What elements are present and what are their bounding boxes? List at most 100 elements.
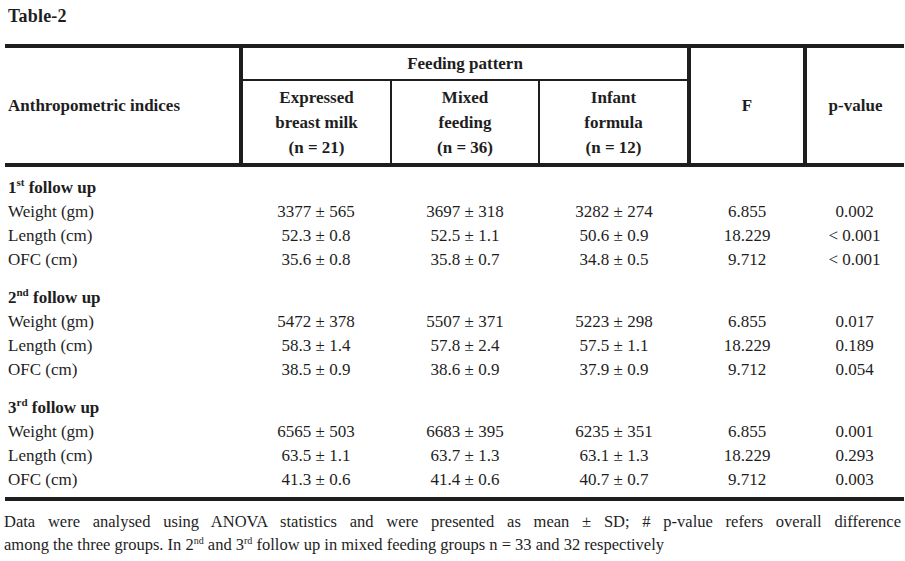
table-row: Length (cm) 52.3 ± 0.8 52.5 ± 1.1 50.6 ±… <box>5 224 904 248</box>
value-p: < 0.001 <box>805 248 904 272</box>
footnote-ordinal: nd <box>194 535 204 546</box>
value-mixed: 3697 ± 318 <box>391 200 539 224</box>
value-ebm: 5472 ± 378 <box>241 310 391 334</box>
value-f: 6.855 <box>689 200 805 224</box>
table-row: OFC (cm) 38.5 ± 0.9 38.6 ± 0.9 37.9 ± 0.… <box>5 358 904 382</box>
row-label: Weight (gm) <box>5 200 241 224</box>
anthropometric-table: Anthropometric indices Feeding pattern F… <box>5 44 904 501</box>
section-title: 3rd follow up <box>5 382 904 420</box>
value-mixed: 41.4 ± 0.6 <box>391 468 539 499</box>
row-label: Weight (gm) <box>5 310 241 334</box>
column-header-n-count: (n = 21) <box>243 135 390 160</box>
value-ebm: 3377 ± 565 <box>241 200 391 224</box>
section-first-follow-up: 1st follow up Weight (gm) 3377 ± 565 369… <box>5 165 904 272</box>
value-f: 9.712 <box>689 358 805 382</box>
section-title-text: follow up <box>24 178 96 197</box>
section-header-row: 3rd follow up <box>5 382 904 420</box>
value-ebm: 52.3 ± 0.8 <box>241 224 391 248</box>
row-label: OFC (cm) <box>5 248 241 272</box>
footnote-text: follow up in mixed feeding groups n = 33… <box>252 535 664 554</box>
page: Table-2 Anthropometric indices Feeding p… <box>0 6 905 561</box>
value-ebm: 41.3 ± 0.6 <box>241 468 391 499</box>
value-f: 18.229 <box>689 444 805 468</box>
value-p: 0.189 <box>805 334 904 358</box>
section-number: 2 <box>8 288 17 307</box>
column-header-line: breast milk <box>243 110 390 135</box>
value-formula: 40.7 ± 0.7 <box>539 468 689 499</box>
table-row: Length (cm) 63.5 ± 1.1 63.7 ± 1.3 63.1 ±… <box>5 444 904 468</box>
value-mixed: 63.7 ± 1.3 <box>391 444 539 468</box>
column-header-n-count: (n = 12) <box>540 135 687 160</box>
row-label: Length (cm) <box>5 334 241 358</box>
value-mixed: 5507 ± 371 <box>391 310 539 334</box>
section-title-text: follow up <box>28 398 100 417</box>
column-header-line: feeding <box>392 110 538 135</box>
row-label: Length (cm) <box>5 224 241 248</box>
footnote-line-2: among the three groups. In 2nd and 3rd f… <box>4 533 901 556</box>
value-formula: 50.6 ± 0.9 <box>539 224 689 248</box>
value-f: 18.229 <box>689 224 805 248</box>
column-header-line: Mixed <box>392 85 538 110</box>
column-group-header-feeding-pattern: Feeding pattern <box>241 46 689 80</box>
column-header-n-count: (n = 36) <box>392 135 538 160</box>
column-header-anthropometric-indices: Anthropometric indices <box>5 46 241 165</box>
value-mixed: 38.6 ± 0.9 <box>391 358 539 382</box>
value-mixed: 57.8 ± 2.4 <box>391 334 539 358</box>
section-header-row: 2nd follow up <box>5 272 904 310</box>
value-p: 0.003 <box>805 468 904 499</box>
value-formula: 57.5 ± 1.1 <box>539 334 689 358</box>
table-row: Weight (gm) 3377 ± 565 3697 ± 318 3282 ±… <box>5 200 904 224</box>
row-label: Weight (gm) <box>5 420 241 444</box>
column-header-line: Infant <box>540 85 687 110</box>
column-header-f: F <box>689 46 805 165</box>
value-p: 0.017 <box>805 310 904 334</box>
value-f: 6.855 <box>689 310 805 334</box>
section-ordinal: nd <box>17 286 29 298</box>
table-footnote: Data were analysed using ANOVA statistic… <box>4 510 901 556</box>
value-p: 0.293 <box>805 444 904 468</box>
value-f: 9.712 <box>689 248 805 272</box>
value-ebm: 58.3 ± 1.4 <box>241 334 391 358</box>
row-label: OFC (cm) <box>5 358 241 382</box>
value-f: 18.229 <box>689 334 805 358</box>
value-ebm: 63.5 ± 1.1 <box>241 444 391 468</box>
table-row: OFC (cm) 35.6 ± 0.8 35.8 ± 0.7 34.8 ± 0.… <box>5 248 904 272</box>
value-f: 6.855 <box>689 420 805 444</box>
section-third-follow-up: 3rd follow up Weight (gm) 6565 ± 503 668… <box>5 382 904 499</box>
section-number: 3 <box>8 398 17 417</box>
section-number: 1 <box>8 178 17 197</box>
table-row: Weight (gm) 5472 ± 378 5507 ± 371 5223 ±… <box>5 310 904 334</box>
column-header-mixed-feeding: Mixed feeding (n = 36) <box>391 80 539 165</box>
value-ebm: 38.5 ± 0.9 <box>241 358 391 382</box>
table-header: Anthropometric indices Feeding pattern F… <box>5 46 904 165</box>
value-p: 0.001 <box>805 420 904 444</box>
section-title: 1st follow up <box>5 165 904 200</box>
value-formula: 3282 ± 274 <box>539 200 689 224</box>
footnote-line-1: Data were analysed using ANOVA statistic… <box>4 510 901 533</box>
column-header-infant-formula: Infant formula (n = 12) <box>539 80 689 165</box>
value-formula: 37.9 ± 0.9 <box>539 358 689 382</box>
table-row: Weight (gm) 6565 ± 503 6683 ± 395 6235 ±… <box>5 420 904 444</box>
column-header-line: formula <box>540 110 687 135</box>
value-ebm: 35.6 ± 0.8 <box>241 248 391 272</box>
row-label: Length (cm) <box>5 444 241 468</box>
column-header-expressed-breast-milk: Expressed breast milk (n = 21) <box>241 80 391 165</box>
column-header-p-value: p-value <box>805 46 904 165</box>
section-ordinal: rd <box>17 396 28 408</box>
value-ebm: 6565 ± 503 <box>241 420 391 444</box>
value-f: 9.712 <box>689 468 805 499</box>
footnote-text: and 3 <box>204 535 244 554</box>
section-second-follow-up: 2nd follow up Weight (gm) 5472 ± 378 550… <box>5 272 904 382</box>
value-p: 0.054 <box>805 358 904 382</box>
table-row: OFC (cm) 41.3 ± 0.6 41.4 ± 0.6 40.7 ± 0.… <box>5 468 904 499</box>
row-label: OFC (cm) <box>5 468 241 499</box>
value-p: < 0.001 <box>805 224 904 248</box>
column-header-line: Expressed <box>243 85 390 110</box>
value-mixed: 35.8 ± 0.7 <box>391 248 539 272</box>
footnote-text: among the three groups. In 2 <box>4 535 194 554</box>
section-header-row: 1st follow up <box>5 165 904 200</box>
section-title: 2nd follow up <box>5 272 904 310</box>
table-row: Length (cm) 58.3 ± 1.4 57.8 ± 2.4 57.5 ±… <box>5 334 904 358</box>
section-title-text: follow up <box>29 288 101 307</box>
value-mixed: 52.5 ± 1.1 <box>391 224 539 248</box>
